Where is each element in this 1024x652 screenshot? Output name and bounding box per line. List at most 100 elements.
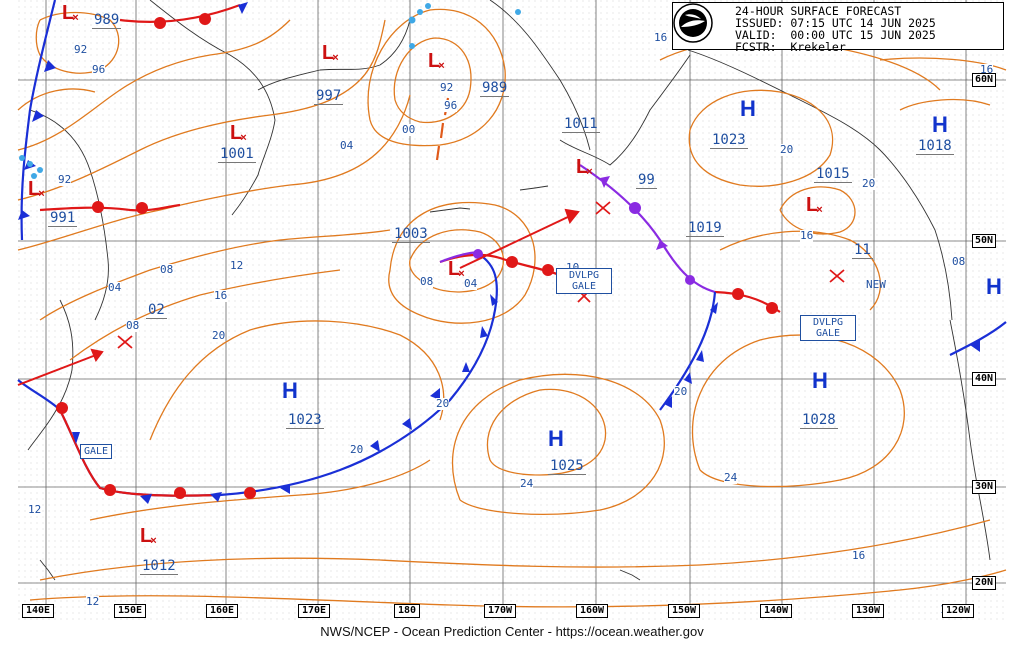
high-pressure-symbol: H [548, 426, 564, 451]
central-pressure-value: 989 [480, 80, 510, 97]
warm-front [39, 203, 181, 212]
central-pressure-value: 1012 [140, 558, 178, 575]
central-pressure-value: 1003 [392, 226, 430, 243]
ice-markers [19, 3, 521, 179]
low-pressure-symbol: L× [322, 42, 339, 64]
warm-front-semicircles [56, 13, 778, 499]
longitude-label: 160W [576, 604, 609, 618]
isobar-label: 24 [520, 477, 534, 490]
isobar-label: 04 [340, 139, 354, 152]
low-center-x-icon: × [150, 535, 157, 547]
isobar-label: 20 [436, 397, 450, 410]
low-pressure-symbol: L× [62, 2, 79, 24]
isobar-label: 12 [28, 503, 42, 516]
isobar-label: 04 [108, 281, 122, 294]
central-pressure-value: 1023 [286, 412, 324, 429]
longitude-label: 150E [114, 604, 147, 618]
low-center-x-icon: × [240, 132, 247, 144]
central-pressure-value: 1011 [562, 116, 600, 133]
low-center-x-icon: × [72, 12, 79, 24]
central-pressure-value: 997 [314, 88, 344, 105]
low-center-x-icon: × [332, 52, 339, 64]
isobar-label: 12 [86, 595, 100, 608]
central-pressure-value: 1019 [686, 220, 724, 237]
low-center-x-icon: × [816, 204, 823, 216]
longitude-label: 140W [760, 604, 793, 618]
graticule [18, 0, 1006, 604]
latitude-label: 30N [972, 480, 997, 494]
high-pressure-symbol: H [740, 96, 756, 121]
isobar-label: 08 [160, 263, 174, 276]
central-pressure-value: 1001 [218, 146, 256, 163]
central-pressure-value: 99 [636, 172, 657, 189]
central-pressure-value: 989 [92, 12, 122, 29]
longitude-label: 180 [394, 604, 421, 618]
isobar-label: 20 [350, 443, 364, 456]
forecast-info-box: 24-HOUR SURFACE FORECAST ISSUED: 07:15 U… [672, 2, 1004, 54]
low-center-x-icon: × [458, 268, 465, 280]
latitude-label: 60N [972, 73, 997, 87]
developing-gale-warning-central: DVLPG GALE [556, 268, 612, 294]
latitude-label: 20N [972, 576, 997, 590]
low-pressure-symbol: L× [428, 50, 445, 72]
latitude-label: 40N [972, 372, 997, 386]
isobar-label: 92 [58, 173, 72, 186]
isobar-label: 20 [674, 385, 688, 398]
footer-credit: NWS/NCEP - Ocean Prediction Center - htt… [320, 624, 704, 639]
map-background [18, 0, 1006, 622]
central-pressure-value: 1015 [814, 166, 852, 183]
longitude-label: 140E [22, 604, 55, 618]
longitude-label: 170E [298, 604, 331, 618]
low-pressure-symbol: L× [140, 525, 157, 547]
low-center-x-icon: × [438, 60, 445, 72]
isobar-label: 16 [852, 549, 866, 562]
high-pressure-symbol: H [986, 274, 1002, 299]
low-pressure-symbol: L× [576, 156, 593, 178]
low-center-x-icon: × [38, 188, 45, 200]
valid-time: VALID: 00:00 UTC 15 JUN 2025 [735, 28, 936, 42]
isobar-label: 16 [214, 289, 228, 302]
high-pressure-symbol: H [282, 378, 298, 403]
central-pressure-value: 1028 [800, 412, 838, 429]
isobar-label: 12 [230, 259, 244, 272]
isobar-label: 96 [92, 63, 106, 76]
isobar-label: 24 [724, 471, 738, 484]
isobar-label: 08 [952, 255, 966, 268]
longitude-label: 150W [668, 604, 701, 618]
isobar-label: 08 [126, 319, 140, 332]
central-pressure-value: 1025 [548, 458, 586, 475]
central-pressure-value: 11 [852, 242, 873, 259]
latitude-label: 50N [972, 234, 997, 248]
forecaster: FCSTR: Krekeler [735, 40, 846, 54]
issued-time: ISSUED: 07:15 UTC 14 JUN 2025 [735, 16, 936, 30]
isobar-label: 96 [444, 99, 458, 112]
isobar-label: 20 [780, 143, 794, 156]
storm-tracks [17, 201, 845, 386]
isobar-label: 04 [464, 277, 478, 290]
low-pressure-symbol: L× [28, 178, 45, 200]
gale-warning-west: GALE [80, 444, 113, 459]
central-pressure-value: 1023 [710, 132, 748, 149]
central-pressure-value: 02 [146, 302, 167, 319]
warm-front [119, 3, 241, 23]
central-pressure-value: 1018 [916, 138, 954, 155]
isobar-label: 92 [440, 81, 454, 94]
longitude-label: 120W [942, 604, 975, 618]
fronts [17, 0, 1007, 504]
product-title: 24-HOUR SURFACE FORECAST [735, 4, 902, 18]
low-pressure-symbol: L× [448, 258, 465, 280]
longitude-label: 130W [852, 604, 885, 618]
new-low-annotation: NEW [866, 278, 886, 291]
low-pressure-symbol: L× [806, 194, 823, 216]
developing-gale-warning-east: DVLPG GALE [800, 315, 856, 341]
low-pressure-symbol: L× [230, 122, 247, 144]
low-center-x-icon: × [586, 166, 593, 178]
longitude-label: 170W [484, 604, 517, 618]
isobar-label: 20 [862, 177, 876, 190]
isobar-label: 16 [654, 31, 668, 44]
cold-front-east [659, 291, 717, 411]
high-pressure-symbol: H [812, 368, 828, 393]
isobar-label: 08 [420, 275, 434, 288]
